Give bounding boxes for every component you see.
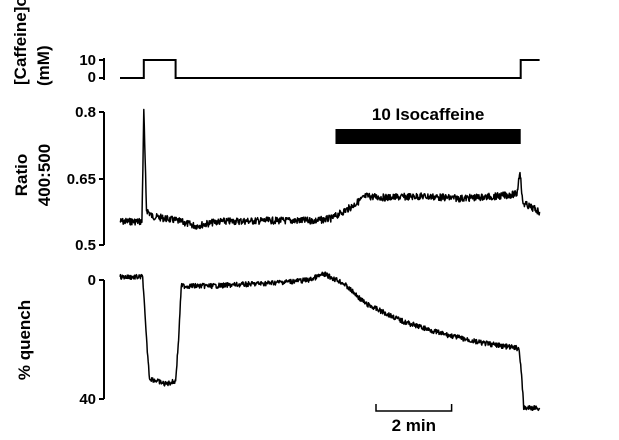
quench-axis-title: % quench [15, 300, 34, 380]
scale-bar-label: 2 min [392, 416, 436, 435]
caffeine-tick-0: 0 [88, 69, 96, 86]
ratio-panel: Ratio 400:500 0.8 0.65 0.5 10 Isocaffein… [12, 104, 541, 254]
quench-tick-40: 40 [79, 391, 96, 408]
caffeine-axis-title: [Caffeine]o [11, 0, 30, 85]
ratio-axis-title-2: 400:500 [35, 144, 54, 206]
caffeine-tick-10: 10 [79, 52, 96, 69]
quench-panel: % quench 0 40 [15, 271, 541, 412]
caffeine-trace [120, 59, 540, 79]
time-scale-bar: 2 min [375, 404, 453, 435]
ratio-tick-0.8: 0.8 [75, 104, 96, 121]
quench-trace [119, 271, 541, 412]
caffeine-panel: [Caffeine]o (mM) 10 0 [11, 0, 540, 86]
isocaffeine-bar [335, 129, 521, 144]
scale-bar-line [375, 404, 453, 412]
quench-tick-0: 0 [88, 272, 96, 289]
ratio-trace [119, 108, 541, 230]
caffeine-axis-unit: (mM) [34, 45, 53, 86]
ratio-axis-title: Ratio [12, 154, 31, 197]
ratio-tick-0.5: 0.5 [75, 237, 96, 254]
ratio-tick-0.65: 0.65 [67, 171, 96, 188]
isocaffeine-label: 10 Isocaffeine [372, 105, 484, 124]
